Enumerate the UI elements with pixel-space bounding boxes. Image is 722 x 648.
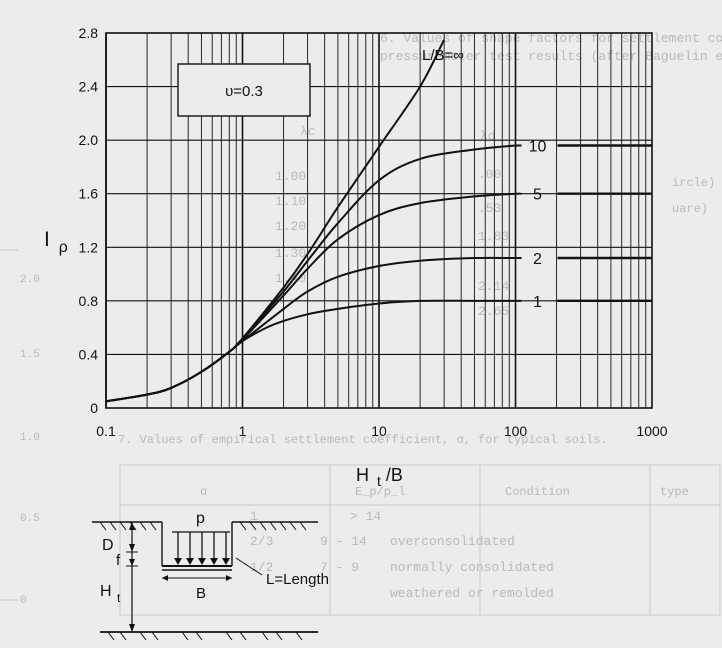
y-tick-label: 2.4 — [79, 79, 99, 95]
bleed-col-value-2: .53 — [478, 201, 501, 216]
series-label: 10 — [529, 139, 547, 156]
x-axis-label-sub: t — [377, 473, 381, 489]
bleed-col-value: 1.20 — [275, 219, 306, 234]
y-tick-label: 1.2 — [79, 239, 99, 255]
layer-label-H-sub: t — [117, 591, 121, 605]
bleed-table-cell: overconsolidated — [390, 534, 515, 549]
x-axis-label-main: H — [356, 465, 369, 485]
bleed-col-header-2: λd — [480, 129, 496, 144]
y-tick-label: 0.8 — [79, 293, 99, 309]
series-line-4 — [105, 144, 516, 403]
bleed-table-cell: 2/3 — [250, 534, 273, 549]
bleed-table-header: E_p/p_l — [355, 485, 405, 499]
bleed-left-tick: 0.5 — [20, 513, 40, 525]
bleed-left-tick: 1.0 — [20, 432, 40, 444]
depth-label-D: D — [102, 537, 114, 554]
series-label: 5 — [533, 187, 542, 204]
bleed-caption-top-2: pressuremeter test results (after Baguel… — [380, 49, 722, 64]
bleed-table-cell: weathered or remolded — [390, 586, 554, 601]
bleed-col-value: 1.00 — [275, 169, 306, 184]
bleed-through-layer: 6. Values of shape factors for settlemen… — [0, 31, 722, 616]
bleed-col-value-2: 2.14 — [478, 279, 509, 294]
pressure-label-p: p — [196, 510, 205, 527]
length-label: L=Length — [266, 571, 329, 588]
x-tick-label: 1000 — [636, 423, 667, 439]
bleed-table-header: type — [660, 485, 689, 499]
x-tick-label: 0.1 — [96, 423, 116, 439]
x-tick-label: 1 — [239, 423, 247, 439]
y-axis-label-sub: ρ — [59, 239, 68, 256]
thickness-label-f: f — [116, 552, 121, 569]
y-tick-label: 0 — [90, 400, 98, 416]
y-axis-label: I ρ — [44, 228, 68, 256]
bleed-table-cell: 1 — [250, 509, 258, 524]
x-tick-label: 10 — [371, 423, 387, 439]
bleed-side-word: uare) — [672, 202, 708, 216]
y-tick-label: 0.4 — [79, 346, 99, 362]
y-tick-label: 2.8 — [79, 25, 99, 41]
bleed-left-tick: 2.0 — [20, 274, 40, 286]
layer-label-H: H t — [100, 583, 121, 605]
bleed-table-cell: 9 - 14 — [320, 534, 367, 549]
series-line-5 — [105, 39, 445, 403]
layer-label-H-main: H — [100, 583, 112, 600]
series-label: 1 — [533, 294, 542, 311]
bleed-table-header: Condition — [505, 485, 570, 499]
series-label: L/B=∞ — [422, 47, 464, 64]
bleed-table-cell: 7 - 9 — [320, 560, 359, 575]
x-axis-label-rest: /B — [386, 465, 403, 485]
x-axis-label: H t /B — [356, 465, 403, 490]
series-labels: 1 2 5 10 L/B=∞ — [422, 47, 547, 311]
plot-frame — [105, 32, 653, 409]
y-tick-label: 1.6 — [79, 186, 99, 202]
bleed-col-value-2: 2.65 — [478, 304, 509, 319]
bleed-col-value: 1.30 — [275, 246, 306, 261]
width-label-B: B — [196, 585, 206, 602]
bleed-left-tick: 1.5 — [20, 349, 40, 361]
y-tick-labels: 0 0.4 0.8 1.2 1.6 2.0 2.4 2.8 — [79, 25, 99, 416]
bleed-table-cell: > 14 — [350, 509, 381, 524]
poisson-ratio-annotation: υ=0.3 — [225, 83, 263, 100]
annotation-box — [177, 63, 311, 117]
bleed-caption-top: 6. Values of shape factors for settlemen… — [380, 31, 722, 46]
series-line-3 — [105, 192, 516, 403]
series-lines — [105, 39, 652, 403]
series-line-2 — [105, 256, 516, 403]
y-axis-label-main: I — [44, 228, 50, 251]
bleed-table-header: α — [200, 485, 207, 499]
x-tick-labels: 0.1 1 10 100 1000 — [96, 423, 668, 439]
bleed-col-value-2: 1.83 — [478, 229, 509, 244]
y-tick-label: 2.0 — [79, 132, 99, 148]
series-label: 2 — [533, 251, 542, 268]
bleed-col-value: 1.10 — [275, 194, 306, 209]
foundation-diagram — [92, 521, 318, 641]
series-line-1 — [105, 299, 516, 403]
bleed-col-value-2: .00 — [478, 167, 501, 182]
bleed-table-cell: normally consolidated — [390, 560, 554, 575]
x-tick-label: 100 — [504, 423, 528, 439]
bleed-caption-mid: 7. Values of empirical settlement coeffi… — [118, 433, 608, 447]
bleed-left-tick: 0 — [20, 595, 27, 607]
grid-lines — [105, 32, 652, 409]
bleed-side-word: ircle) — [672, 176, 715, 190]
